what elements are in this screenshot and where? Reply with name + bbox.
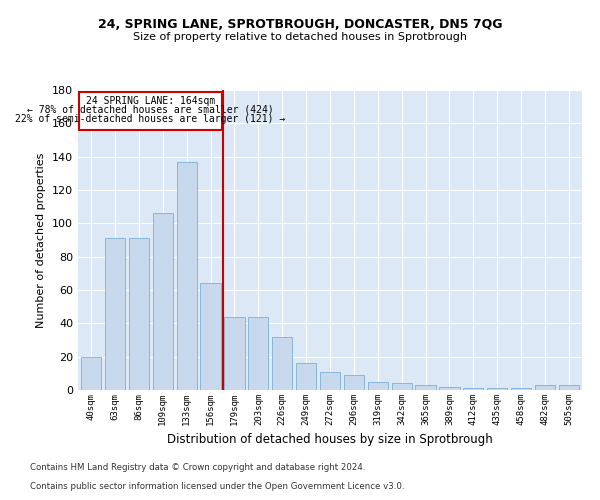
FancyBboxPatch shape bbox=[79, 92, 222, 130]
Bar bbox=[487, 388, 508, 390]
Bar bbox=[392, 384, 412, 390]
Text: 22% of semi-detached houses are larger (121) →: 22% of semi-detached houses are larger (… bbox=[15, 114, 286, 124]
Bar bbox=[511, 388, 531, 390]
Text: Contains public sector information licensed under the Open Government Licence v3: Contains public sector information licen… bbox=[30, 482, 404, 491]
Bar bbox=[559, 385, 579, 390]
Text: ← 78% of detached houses are smaller (424): ← 78% of detached houses are smaller (42… bbox=[27, 105, 274, 115]
Bar bbox=[368, 382, 388, 390]
Bar bbox=[176, 162, 197, 390]
Bar bbox=[224, 316, 245, 390]
Bar bbox=[439, 386, 460, 390]
X-axis label: Distribution of detached houses by size in Sprotbrough: Distribution of detached houses by size … bbox=[167, 434, 493, 446]
Bar bbox=[535, 385, 555, 390]
Bar bbox=[344, 375, 364, 390]
Bar bbox=[248, 316, 268, 390]
Bar bbox=[129, 238, 149, 390]
Bar bbox=[200, 284, 221, 390]
Bar bbox=[296, 364, 316, 390]
Text: 24 SPRING LANE: 164sqm: 24 SPRING LANE: 164sqm bbox=[86, 96, 215, 106]
Bar bbox=[105, 238, 125, 390]
Bar bbox=[81, 356, 101, 390]
Bar bbox=[463, 388, 484, 390]
Text: Size of property relative to detached houses in Sprotbrough: Size of property relative to detached ho… bbox=[133, 32, 467, 42]
Text: 24, SPRING LANE, SPROTBROUGH, DONCASTER, DN5 7QG: 24, SPRING LANE, SPROTBROUGH, DONCASTER,… bbox=[98, 18, 502, 30]
Bar bbox=[320, 372, 340, 390]
Bar bbox=[272, 336, 292, 390]
Bar bbox=[415, 385, 436, 390]
Text: Contains HM Land Registry data © Crown copyright and database right 2024.: Contains HM Land Registry data © Crown c… bbox=[30, 464, 365, 472]
Bar bbox=[152, 214, 173, 390]
Y-axis label: Number of detached properties: Number of detached properties bbox=[37, 152, 46, 328]
